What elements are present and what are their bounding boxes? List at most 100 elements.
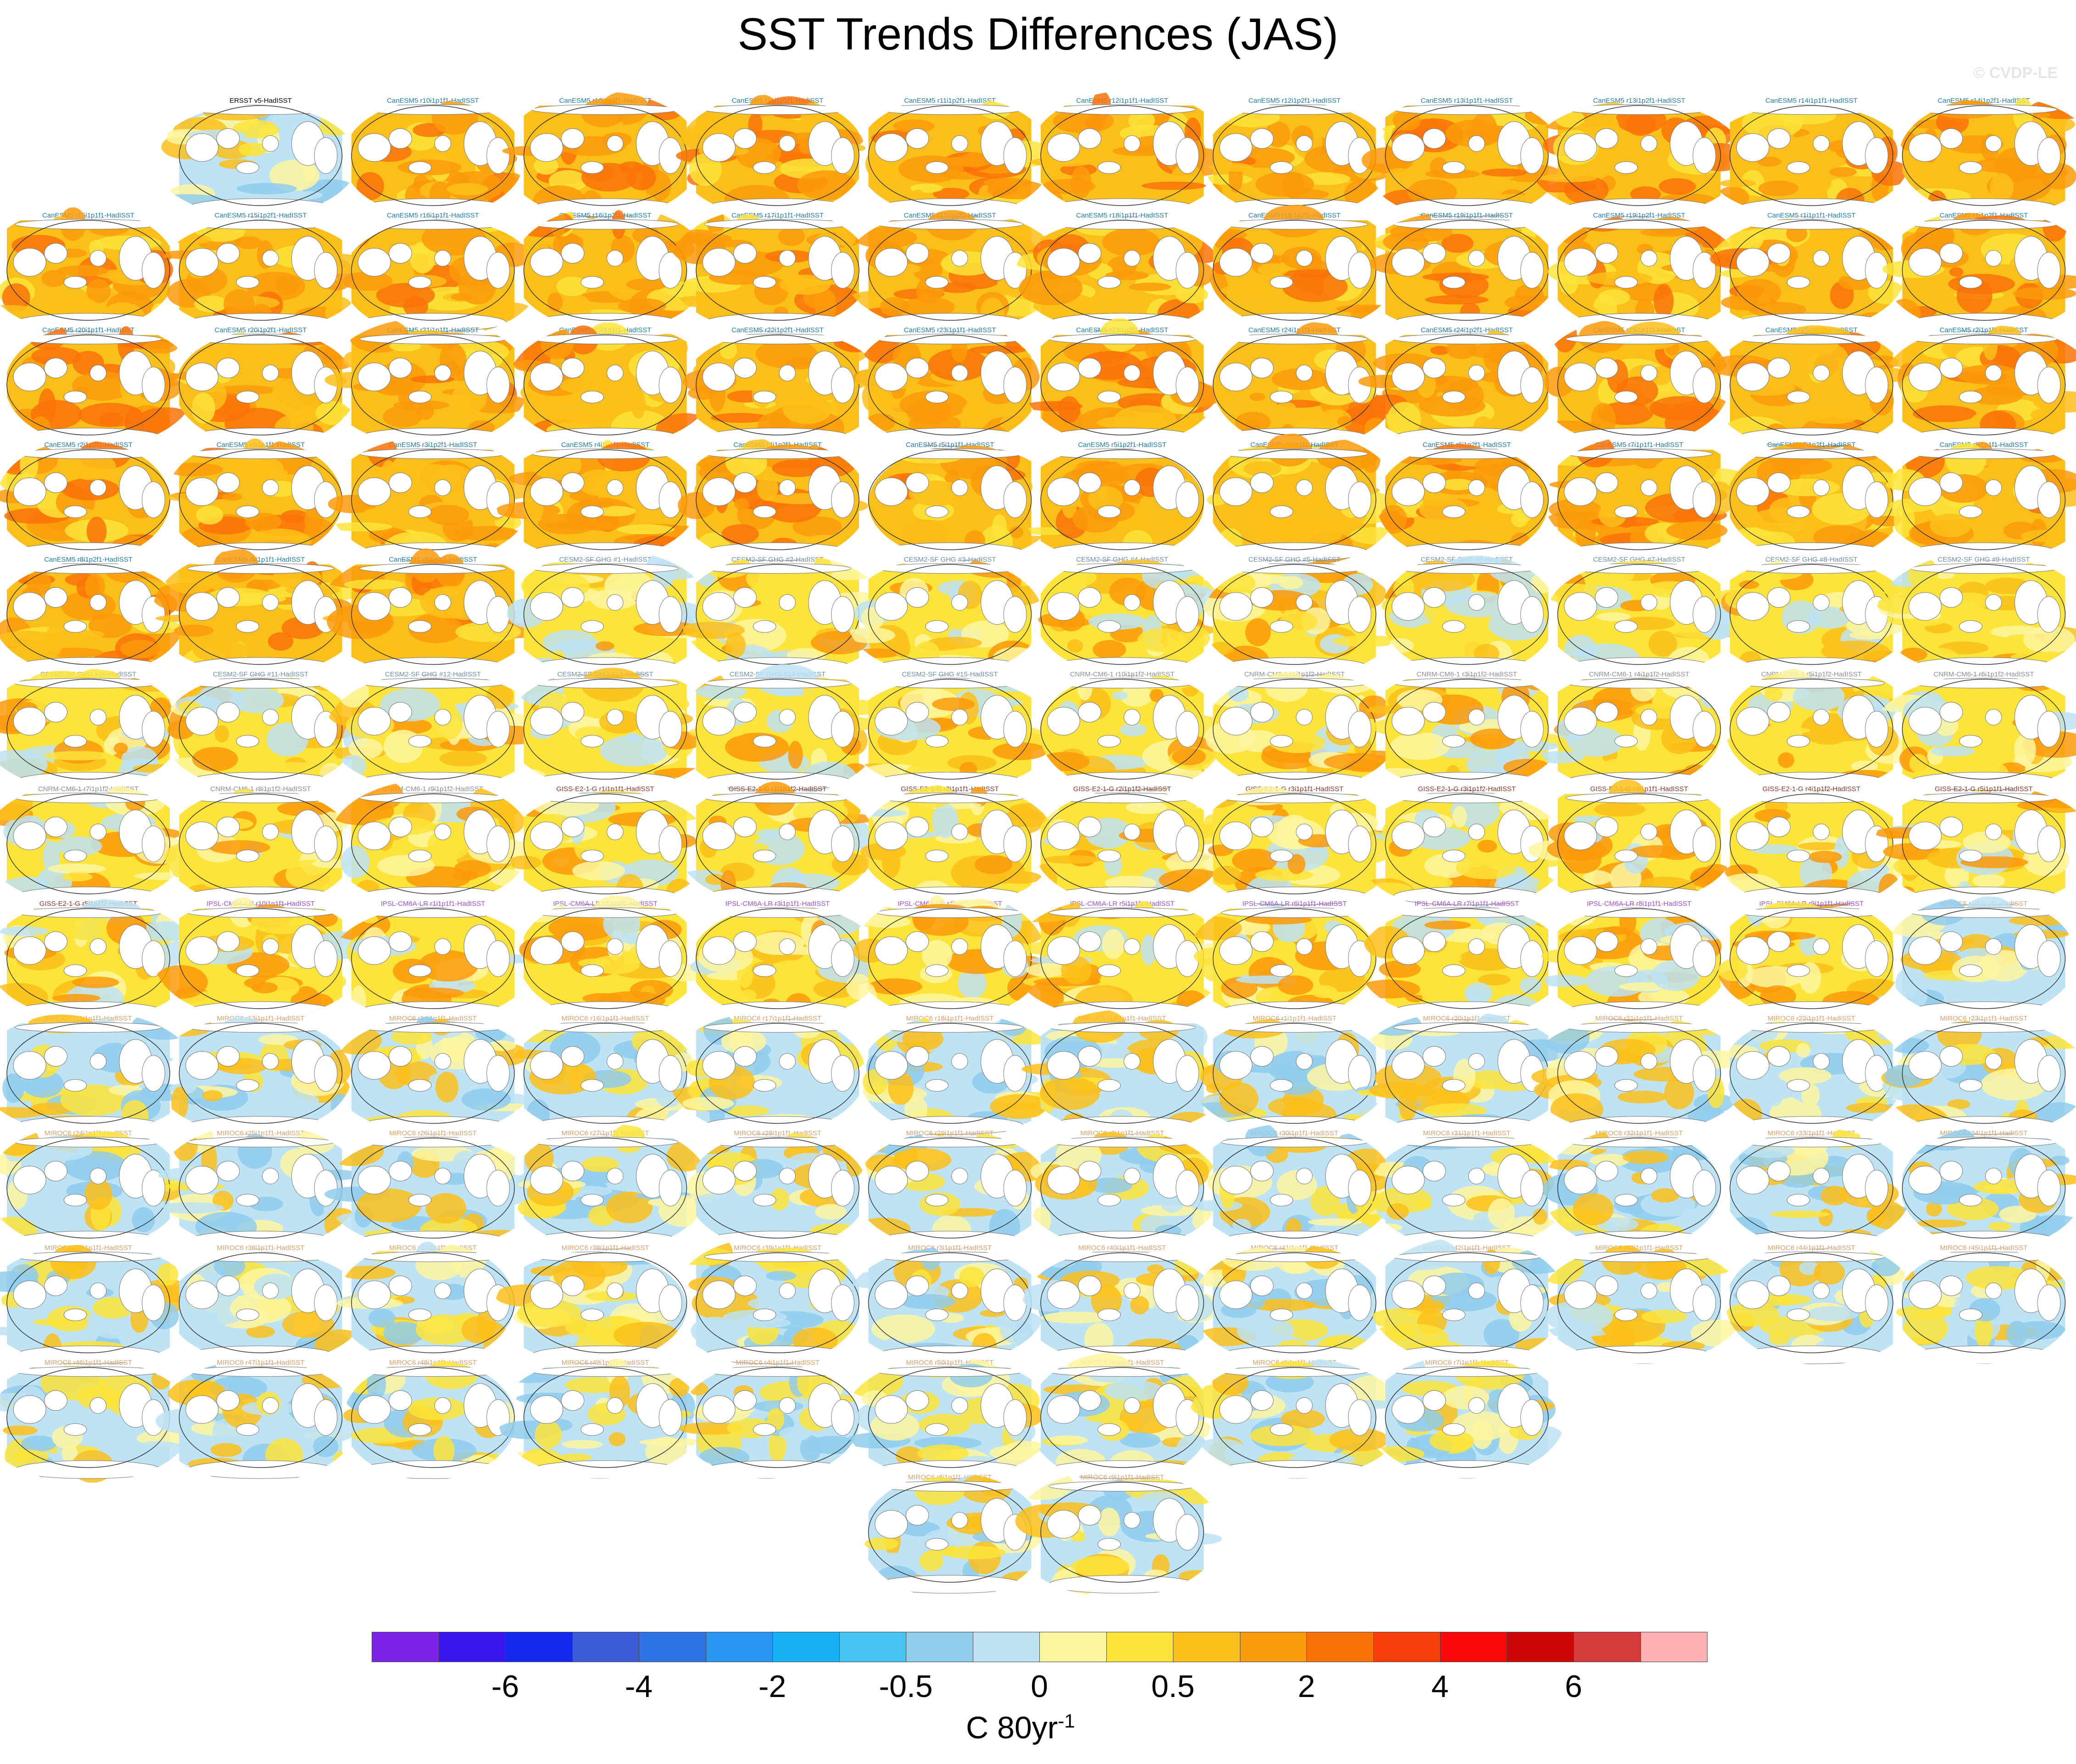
panel-label: CESM2-SF GHG #5-HadISST bbox=[1249, 556, 1341, 564]
map-panel: MIROC6 r32i1p1f1-HadISST bbox=[1542, 1129, 1721, 1249]
map-panel: CESM2-SF GHG #4-HadISST bbox=[1035, 554, 1223, 675]
map-panel: MIROC6 r38i1p1f1-HadISST bbox=[495, 1244, 687, 1364]
map-panel: CanESM5 r17i1p1f1-HadISST bbox=[667, 207, 871, 331]
panel-label: CanESM5 r14i1p1f1-HadISST bbox=[1765, 97, 1858, 105]
map-panel: CanESM5 r20i1p1f1-HadISST bbox=[5, 323, 197, 446]
map-panel: MIROC6 r14i1p1f1-HadISST bbox=[331, 1015, 537, 1134]
colorbar-swatch bbox=[972, 1632, 1040, 1662]
map-panel: CNRM-CM6-1 r3i1p1f2-HadISST bbox=[1362, 669, 1565, 791]
map-panel: CNRM-CM6-1 r9i1p1f2-HadISST bbox=[328, 780, 533, 905]
map-panel: CESM2-SF GHG #8-HadISST bbox=[1708, 556, 1914, 675]
panel-label: MIROC6 r17i1p1f1-HadISST bbox=[734, 1015, 821, 1022]
map-panel: GISS-E2-1-G r5i1p1f2-HadISST bbox=[0, 899, 197, 1020]
panel-label: CanESM5 r7i1p1f1-HadISST bbox=[1595, 441, 1684, 449]
map-panel: GISS-E2-1-G r3i1p1f1-HadISST bbox=[1194, 783, 1400, 910]
map-panel: CanESM5 r16i1p2f1-HadISST bbox=[512, 206, 711, 331]
panel-label: MIROC6 r25i1p1f1-HadISST bbox=[217, 1129, 305, 1137]
map-panel: CESM2-SF GHG #5-HadISST bbox=[1201, 556, 1400, 677]
map-panel: GISS-E2-1-G r2i1p1f2-HadISST bbox=[1033, 785, 1226, 905]
map-panel: CNRM-CM6-1 r10i1p1f2-HadISST bbox=[1039, 670, 1225, 793]
panel-label: CanESM5 r11i1p2f1-HadISST bbox=[904, 97, 996, 105]
map-panel: CESM2-SF GHG #3-HadISST bbox=[846, 556, 1043, 675]
map-panel: CanESM5 r4i1p1f1-HadISST bbox=[496, 440, 699, 561]
map-panel: CanESM5 r18i1p1f1-HadISST bbox=[1015, 212, 1225, 333]
map-panel: IPSL-CM6A-LR r1i1p1f1-HadISST bbox=[329, 900, 535, 1021]
panel-label: MIROC6 r45i1p1f1-HadISST bbox=[1940, 1244, 2028, 1252]
map-panel: MIROC6 r17i1p1f1-HadISST bbox=[667, 1012, 866, 1134]
map-panel: MIROC6 r7i1p1f1-HadISST bbox=[1367, 1354, 1566, 1479]
map-panel: IPSL-CM6A-LR r10i1p1f1-HadISST bbox=[153, 897, 366, 1020]
map-panel: MIROC6 r6i1p1f1-HadISST bbox=[1189, 1358, 1405, 1479]
map-panel: GISS-E2-1-G r2i1p1f1-HadISST bbox=[860, 784, 1057, 905]
colorbar-tick-label: 0.5 bbox=[1151, 1669, 1195, 1704]
map-panel: IPSL-CM6A-LR r3i1p1f1-HadISST bbox=[690, 900, 883, 1020]
watermark: © CVDP-LE bbox=[1973, 64, 2058, 82]
map-panel: CanESM5 r9i1p1f1-HadISST bbox=[152, 548, 365, 675]
panel-label: CNRM-CM6-1 r10i1p1f2-HadISST bbox=[1070, 670, 1175, 678]
map-panel: MIROC6 r25i1p1f1-HadISST bbox=[156, 1124, 362, 1249]
map-panel: MIROC6 r41i1p1f1-HadISST bbox=[1192, 1244, 1387, 1364]
chart-title: SST Trends Differences (JAS) bbox=[737, 9, 1339, 59]
map-panel: CESM2-SF GHG #13-HadISST bbox=[505, 668, 720, 790]
map-panel: MIROC6 r26i1p1f1-HadISST bbox=[324, 1129, 539, 1249]
map-panel: CanESM5 r22i1p2f1-HadISST bbox=[682, 326, 885, 446]
map-panel: MIROC6 r18i1p1f1-HadISST bbox=[859, 1014, 1063, 1138]
map-panel: CESM2-SF GHG #15-HadISST bbox=[848, 670, 1056, 790]
map-panel: MIROC6 r40i1p1f1-HadISST bbox=[1022, 1244, 1220, 1364]
panel-label: CESM2-SF GHG #9-HadISST bbox=[1938, 556, 2030, 564]
panel-label: MIROC6 r31i1p1f1-HadISST bbox=[1423, 1129, 1511, 1137]
map-panel: MIROC6 r1i1p1f1-HadISST bbox=[1189, 1015, 1390, 1134]
map-panel: MIROC6 r50i1p1f1-HadISST bbox=[843, 1357, 1056, 1479]
map-panel: MIROC6 r49i1p1f1-HadISST bbox=[498, 1358, 705, 1479]
map-panel: CESM2-SF GHG #11-HadISST bbox=[162, 670, 357, 790]
panel-label: CanESM5 r10i1p1f1-HadISST bbox=[387, 97, 479, 105]
panel-label: CanESM5 r19i1p1f1-HadISST bbox=[1421, 212, 1513, 219]
colorbar-tick-label: -2 bbox=[758, 1669, 787, 1704]
map-panel: CanESM5 r15i1p2f1-HadISST bbox=[157, 212, 365, 332]
panel-label: CESM2-SF GHG #8-HadISST bbox=[1765, 556, 1858, 564]
panel-label: GISS-E2-1-G r1i1p1f1-HadISST bbox=[556, 785, 654, 793]
map-panel: MIROC6 r48i1p1f1-HadISST bbox=[343, 1359, 516, 1480]
map-panel: CESM2-SF GHG #9-HadISST bbox=[1876, 553, 2076, 675]
panel-label: IPSL-CM6A-LR r8i1p1f1-HadISST bbox=[1587, 900, 1691, 908]
map-panel: MIROC6 r44i1p1f1-HadISST bbox=[1725, 1241, 1917, 1365]
map-panel: IPSL-CM6A-LR r2i1p1f1-HadISST bbox=[518, 895, 703, 1020]
map-panel: CanESM5 r17i1p2f1-HadISST bbox=[843, 210, 1064, 331]
map-panel: IPSL-CM6A-LR r9i1p1f1-HadISST bbox=[1714, 899, 1902, 1020]
colorbar-tick-label: -4 bbox=[625, 1669, 653, 1704]
map-panel: MIROC6 r42i1p1f1-HadISST bbox=[1369, 1237, 1567, 1364]
panel-label: MIROC6 r32i1p1f1-HadISST bbox=[1596, 1129, 1683, 1137]
map-panel: CanESM5 r25i1p1f1-HadISST bbox=[1535, 318, 1730, 446]
map-panel: MIROC6 r4i1p1f1-HadISST bbox=[678, 1359, 859, 1479]
panel-label: MIROC6 r26i1p1f1-HadISST bbox=[389, 1129, 477, 1137]
colorbar-units-exponent: -1 bbox=[1058, 1710, 1075, 1732]
map-panel: CanESM5 r7i1p2f1-HadISST bbox=[1726, 441, 1906, 561]
map-panel: MIROC6 r45i1p1f1-HadISST bbox=[1895, 1244, 2074, 1364]
map-panel: MIROC6 r24i1p1f1-HadISST bbox=[0, 1124, 184, 1249]
panel-label: MIROC6 r36i1p1f1-HadISST bbox=[217, 1244, 305, 1252]
map-panel: CanESM5 r12i1p1f1-HadISST bbox=[1029, 90, 1230, 217]
map-panel: CanESM5 r22i1p1f1-HadISST bbox=[508, 322, 715, 446]
map-panel: CanESM5 r2i1p2f1-HadISST bbox=[0, 441, 170, 561]
map-panel: MIROC6 r5i1p1f1-HadISST bbox=[1027, 1352, 1211, 1484]
colorbar-swatch bbox=[1306, 1632, 1374, 1662]
map-panel: MIROC6 r33i1p1f1-HadISST bbox=[1723, 1128, 1912, 1250]
map-panel: CESM2-SF GHG #10-HadISST bbox=[0, 668, 183, 790]
colorbar-tick-label: 2 bbox=[1298, 1669, 1315, 1704]
map-panel: MIROC6 r3i1p1f1-HadISST bbox=[846, 1244, 1046, 1364]
panel-label: CNRM-CM6-1 r6i1p1f2-HadISST bbox=[1933, 670, 2034, 678]
map-panel: CanESM5 r14i1p1f1-HadISST bbox=[1702, 97, 1909, 217]
colorbar-swatch bbox=[906, 1632, 973, 1662]
panel-label: MIROC6 r9i1p1f1-HadISST bbox=[1080, 1474, 1164, 1481]
colorbar-swatch bbox=[1440, 1632, 1507, 1662]
colorbar-swatch bbox=[772, 1632, 840, 1662]
colorbar-swatch bbox=[572, 1632, 639, 1662]
colorbar-swatch bbox=[705, 1632, 773, 1662]
colorbar-swatch bbox=[639, 1632, 706, 1662]
map-panel: MIROC6 r11i1p1f1-HadISST bbox=[0, 1010, 198, 1134]
map-panel: CNRM-CM6-1 r4i1p1f2-HadISST bbox=[1534, 670, 1721, 790]
map-panel: MIROC6 r36i1p1f1-HadISST bbox=[167, 1244, 367, 1364]
map-panel: MIROC6 r27i1p1f1-HadISST bbox=[511, 1124, 710, 1250]
map-panel: CanESM5 r12i1p2f1-HadISST bbox=[1203, 97, 1391, 217]
colorbar-swatch bbox=[1173, 1632, 1240, 1662]
